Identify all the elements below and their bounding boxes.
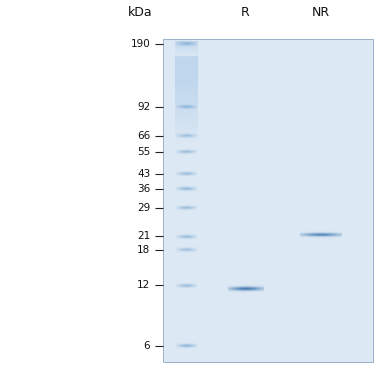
Text: 66: 66 [137, 131, 150, 141]
Text: 12: 12 [137, 280, 150, 290]
Bar [163, 39, 373, 362]
Text: 18: 18 [137, 245, 150, 255]
Text: 6: 6 [144, 341, 150, 351]
Text: kDa: kDa [128, 6, 153, 19]
Text: 21: 21 [137, 231, 150, 242]
Text: NR: NR [312, 6, 330, 19]
Text: 190: 190 [130, 39, 150, 49]
Text: 29: 29 [137, 203, 150, 213]
Text: 43: 43 [137, 169, 150, 179]
Text: R: R [241, 6, 250, 19]
Text: 92: 92 [137, 102, 150, 112]
Text: 55: 55 [137, 147, 150, 157]
Text: 36: 36 [137, 184, 150, 194]
